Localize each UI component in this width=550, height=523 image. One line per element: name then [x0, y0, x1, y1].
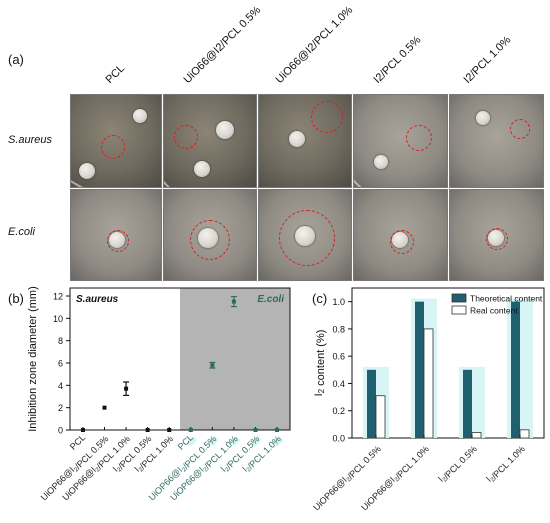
- data-point: [124, 386, 129, 391]
- data-point: [188, 428, 193, 432]
- y-tick-label: 0.6: [332, 352, 345, 362]
- photo-s-aureus-uio-0-5: [163, 94, 257, 188]
- column-header-uio-1-0: UiO66@I2/PCL 1.0%: [273, 4, 356, 86]
- photo-s-aureus-pcl: [70, 94, 162, 188]
- inhibition-zone-marker: [101, 135, 125, 159]
- inhibition-zone-marker: [406, 125, 432, 151]
- x-tick-label: PCL: [68, 432, 87, 451]
- e-coli-region-background: [180, 288, 290, 430]
- inhibition-zone-marker: [311, 101, 343, 133]
- bar-theoretical: [463, 369, 472, 438]
- bar-theoretical: [511, 301, 520, 438]
- tick-label-highlight: [186, 435, 198, 447]
- bar-theoretical: [367, 369, 376, 438]
- photo-e-coli-uio-1-0: [258, 189, 352, 281]
- data-point: [167, 428, 172, 432]
- data-point: [275, 428, 280, 432]
- inhibition-zone-marker: [390, 230, 414, 254]
- inhibition-zone-marker: [190, 220, 230, 260]
- data-point: [231, 299, 236, 304]
- data-point: [253, 428, 258, 432]
- column-header-uio-0-5: UiO66@I2/PCL 0.5%: [181, 4, 264, 86]
- row-header-s-aureus: S.aureus: [8, 134, 53, 146]
- column-header-i2-1-0: I2/PCL 1.0%: [461, 34, 514, 86]
- x-tick-label: I2/PCL 1.0%: [484, 442, 527, 485]
- y-tick-label: 0.0: [332, 434, 345, 444]
- bar-real: [519, 429, 530, 439]
- tick-label-highlight: [208, 435, 219, 447]
- panel-b-label: (b): [8, 291, 24, 306]
- y-tick-label: 0.4: [332, 379, 345, 389]
- region-label-e-coli: E.coli: [257, 294, 284, 305]
- y-tick-label: 8: [58, 336, 63, 346]
- x-tick-label: PCL: [176, 432, 195, 451]
- inhibition-zone-marker: [107, 230, 129, 252]
- legend-label: Real content: [470, 306, 518, 316]
- y-tick-label: 10: [53, 314, 63, 324]
- inhibition-zone-marker: [174, 125, 198, 149]
- data-point: [80, 428, 85, 432]
- column-header-pcl: PCL: [103, 62, 128, 86]
- y-tick-label: 2: [58, 403, 63, 413]
- row-header-e-coli: E.coli: [8, 226, 35, 238]
- photo-e-coli-i2-1-0: [449, 189, 544, 281]
- bar-real: [375, 395, 386, 439]
- y-tick-label: 4: [58, 381, 63, 391]
- panel-c-label: (c): [312, 291, 328, 306]
- legend-label: Theoretical content: [470, 294, 543, 304]
- tick-label-highlight: [272, 435, 284, 447]
- photo-s-aureus-i2-0-5: [353, 94, 448, 188]
- y-tick-label: 6: [58, 359, 63, 369]
- x-tick-label: I2/PCL 0.5%: [436, 442, 479, 485]
- y-tick-label: 0.2: [332, 406, 345, 416]
- tick-label-highlight: [251, 435, 263, 447]
- legend-swatch: [451, 293, 467, 303]
- tick-label-highlight: [229, 435, 241, 447]
- y-tick-label: 0.8: [332, 324, 345, 334]
- y-tick-label: 1.0: [332, 297, 345, 307]
- y-tick-label: 12: [53, 292, 63, 302]
- y-axis-label: Inhibition zone diameter (mm): [27, 286, 39, 432]
- column-header-i2-0-5: I2/PCL 0.5%: [371, 34, 424, 86]
- photo-s-aureus-i2-1-0: [449, 94, 544, 188]
- data-point: [102, 405, 107, 410]
- data-point: [145, 428, 150, 432]
- data-point: [210, 363, 215, 368]
- y-tick-label: 0: [58, 426, 63, 436]
- inhibition-zone-marker: [510, 119, 530, 139]
- legend-swatch: [451, 305, 467, 315]
- inhibition-zone-marker: [486, 228, 508, 250]
- iodine-content-chart: 0.00.20.40.60.81.0I2 content (%)UiOP66@I…: [311, 287, 545, 513]
- photo-s-aureus-uio-1-0: [258, 94, 352, 188]
- inhibition-zone-marker: [279, 210, 335, 266]
- photo-e-coli-pcl: [70, 189, 162, 281]
- plot-frame: [69, 287, 291, 431]
- photo-e-coli-i2-0-5: [353, 189, 448, 281]
- bar-theoretical: [415, 301, 424, 438]
- y-axis-label: I2 content (%): [313, 330, 327, 397]
- bar-real: [423, 328, 434, 439]
- panel-a-label: (a): [8, 52, 24, 67]
- inhibition-zone-chart: S.aureus E.coli 0 2 4 6 8 10 12 Inhibition zone d…: [27, 286, 291, 503]
- region-label-s-aureus: S.aureus: [76, 294, 119, 305]
- photo-e-coli-uio-0-5: [163, 189, 257, 281]
- bar-real: [471, 432, 482, 439]
